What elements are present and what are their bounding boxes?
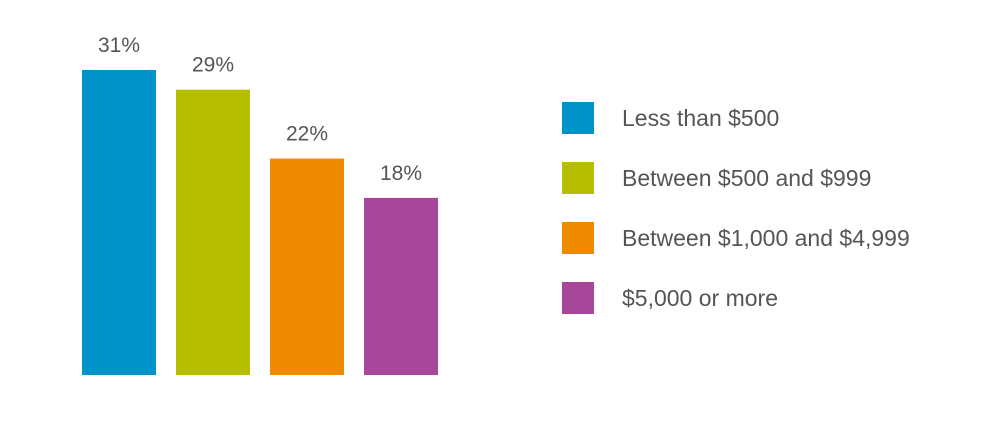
legend-swatch	[562, 162, 594, 194]
bar-5-000-or-more	[364, 197, 438, 375]
value-label-between-1-000-and-4-999: 22%	[286, 123, 328, 146]
legend-label: Between $1,000 and $4,999	[622, 224, 910, 251]
legend-swatch	[562, 102, 594, 134]
value-label-5-000-or-more: 18%	[380, 162, 422, 185]
value-label-less-than-500: 31%	[98, 34, 140, 57]
legend-swatch	[562, 282, 594, 314]
bar-less-than-500	[82, 70, 156, 375]
bars-group	[82, 70, 438, 375]
legend-item-less-than-500: Less than $500	[562, 102, 910, 134]
value-label-between-500-and-999: 29%	[192, 54, 234, 77]
legend-item-500-to-999: Between $500 and $999	[562, 162, 910, 194]
legend: Less than $500 Between $500 and $999 Bet…	[562, 102, 910, 342]
legend-label: Less than $500	[622, 104, 780, 131]
legend-label: $5,000 or more	[622, 284, 778, 311]
legend-item-1000-to-4999: Between $1,000 and $4,999	[562, 222, 910, 254]
bar-between-500-and-999	[176, 89, 250, 375]
value-labels-group: 31% 29% 22% 18%	[98, 34, 422, 185]
legend-swatch	[562, 222, 594, 254]
legend-item-5000-or-more: $5,000 or more	[562, 282, 910, 314]
bar-between-1-000-and-4-999	[270, 158, 344, 375]
legend-label: Between $500 and $999	[622, 164, 872, 191]
bar-chart: 31% 29% 22% 18%	[82, 34, 438, 375]
